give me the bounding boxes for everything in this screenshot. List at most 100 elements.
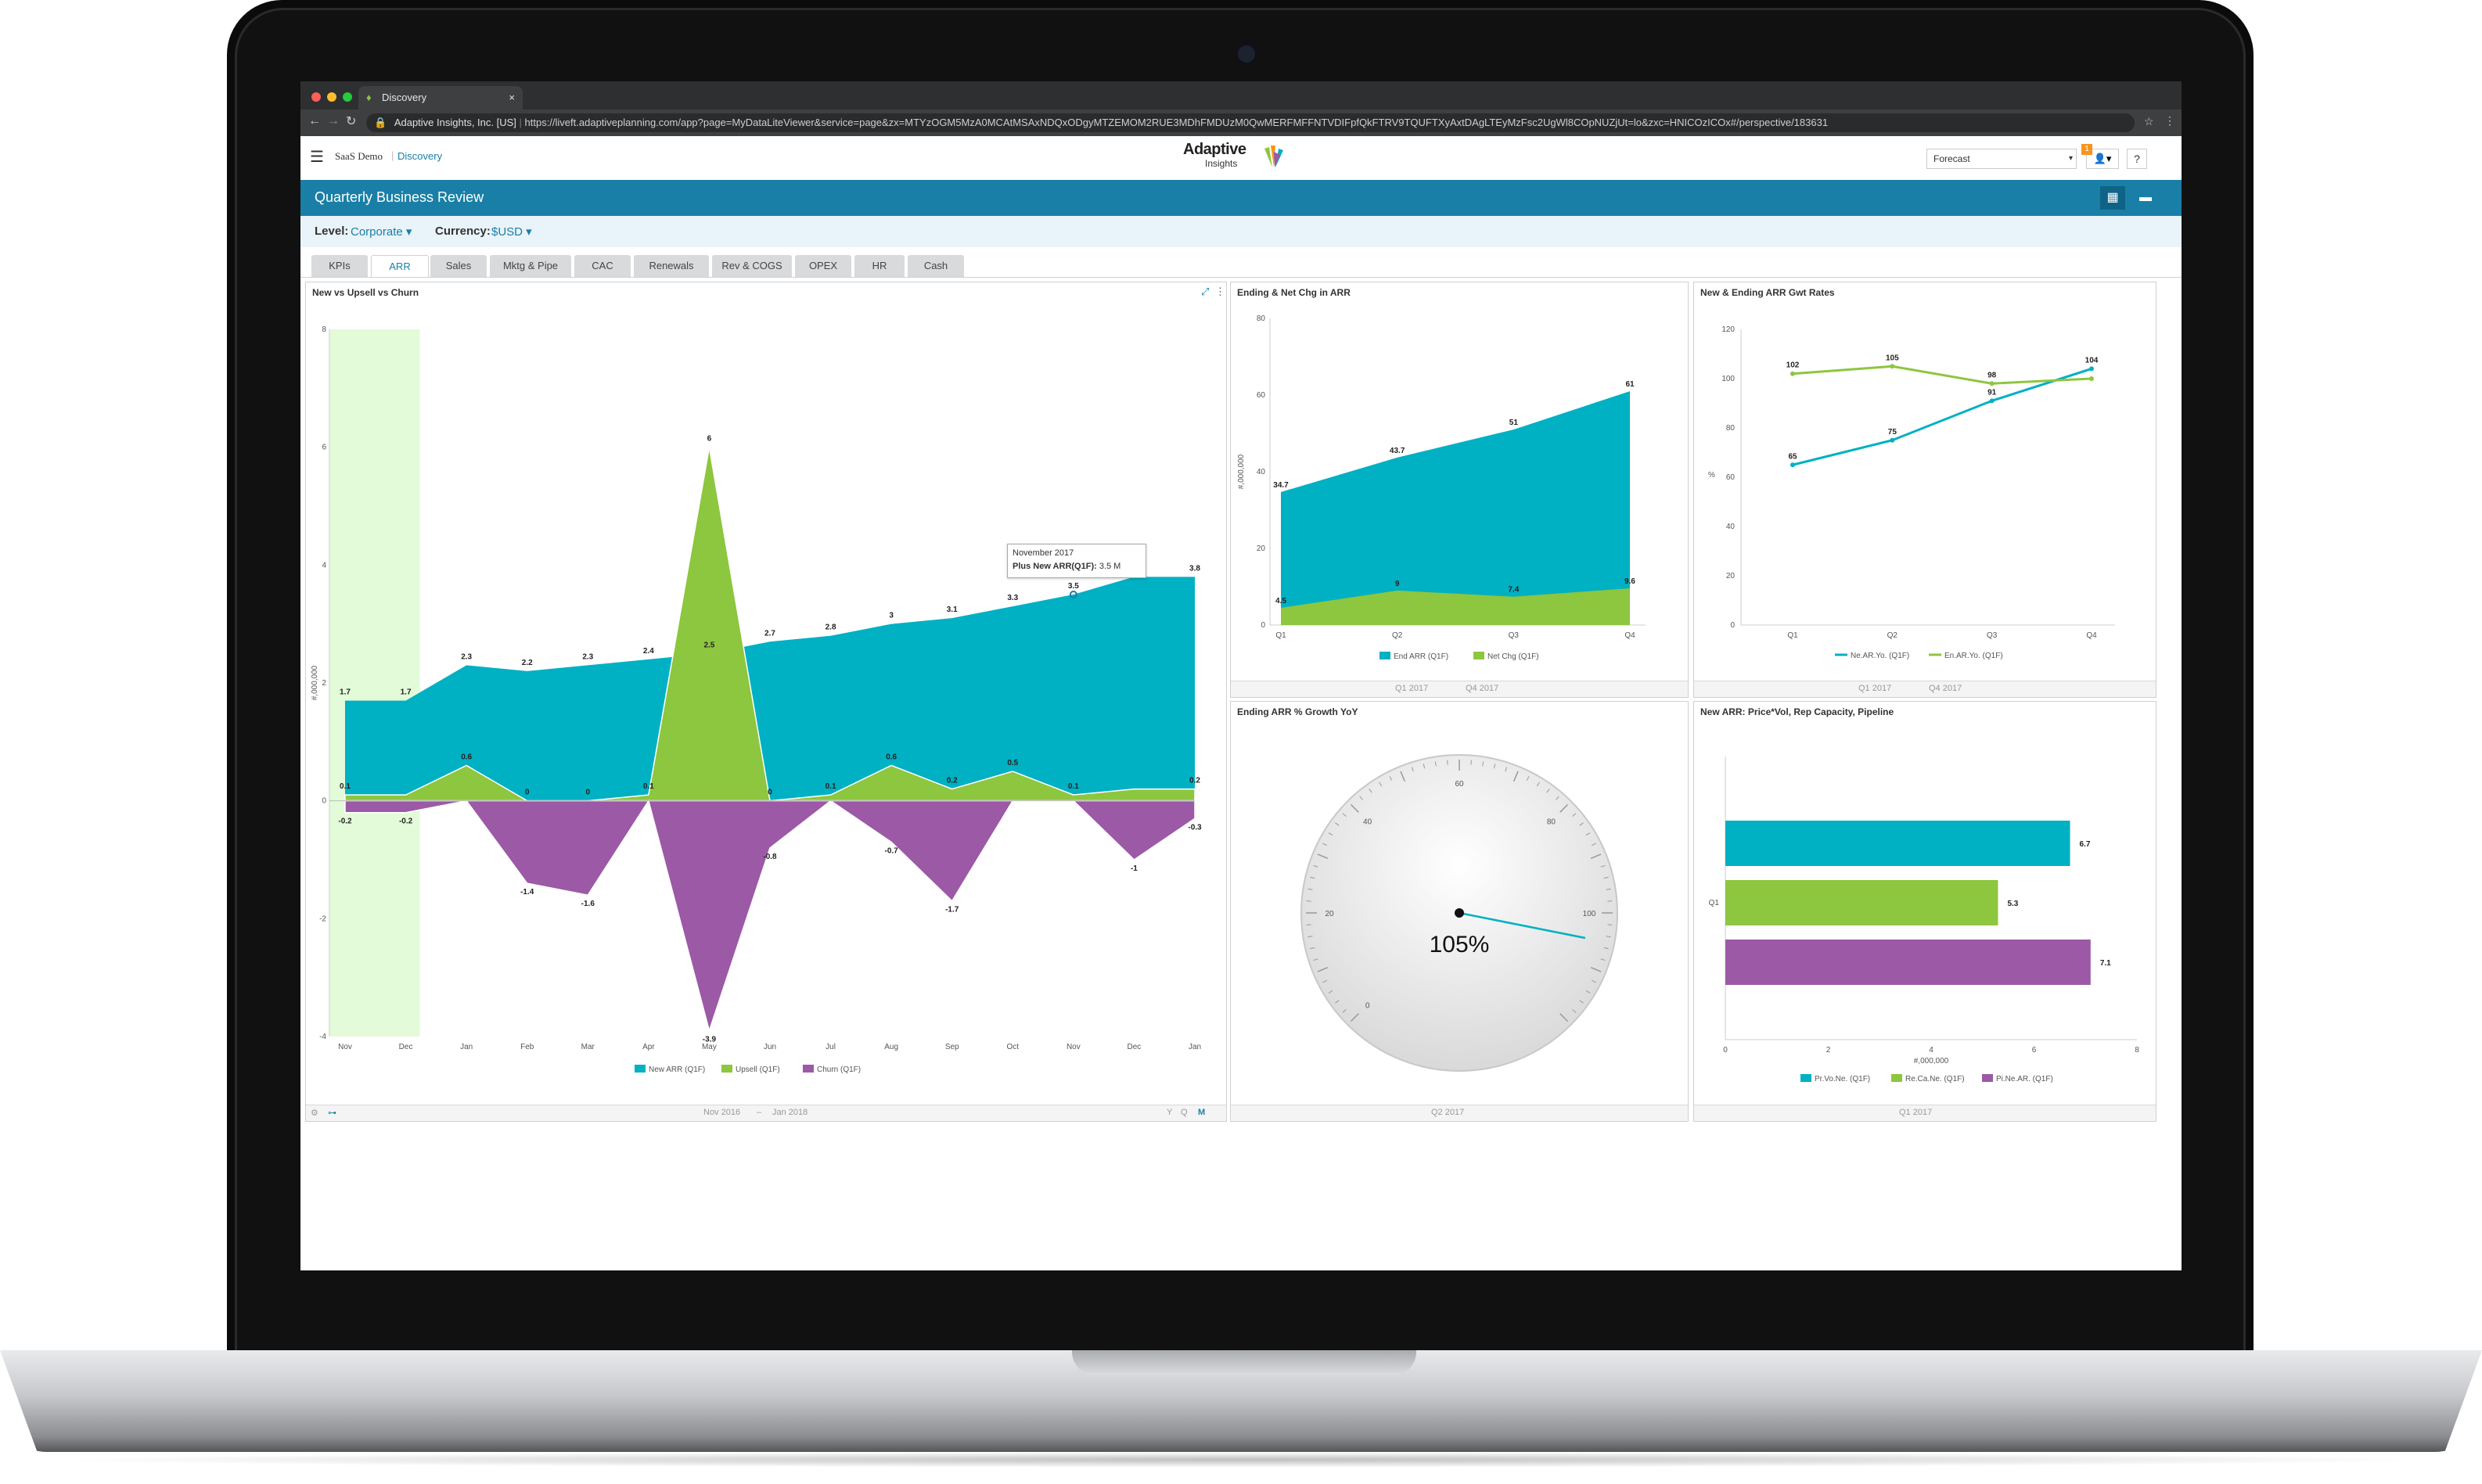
x-tick-label: Dec: [1128, 1043, 1142, 1051]
date-select[interactable]: Q2 2017: [1431, 1108, 1465, 1117]
gauge-tick-label: 60: [1455, 780, 1464, 789]
grid-view-button[interactable]: ▦: [2100, 186, 2125, 210]
data-label: 51: [1509, 419, 1519, 427]
gauge-tick: [1322, 843, 1327, 846]
tabs-underline: [300, 277, 2182, 278]
data-label: -0.2: [338, 817, 352, 826]
series-area: [1281, 391, 1630, 625]
data-label: 5.3: [2007, 900, 2018, 908]
date-to[interactable]: Q4 2017: [1929, 684, 1962, 693]
data-label: 105: [1886, 354, 1899, 362]
tab-sales[interactable]: Sales: [430, 255, 487, 277]
date-from[interactable]: Q1 2017: [1395, 684, 1429, 693]
expand-icon[interactable]: ⤢: [1201, 286, 1210, 297]
x-tick-label: Jul: [826, 1043, 836, 1051]
version-select[interactable]: Forecast ▾: [1926, 149, 2077, 169]
kebab-icon[interactable]: ⋮: [2164, 114, 2175, 127]
refresh-icon[interactable]: ↻: [346, 115, 357, 128]
gauge-tick: [1526, 776, 1530, 781]
browser-tab[interactable]: ♦ Discovery ×: [358, 86, 523, 110]
legend-label: Re.Ca.Ne. (Q1F): [1905, 1075, 1965, 1083]
url-field[interactable]: 🔒 Adaptive Insights, Inc. [US] | https:/…: [366, 113, 2135, 132]
level-dropdown[interactable]: Corporate ▾: [351, 225, 412, 239]
main-area-chart: 8 6 4 2 0 -2 -4 #,000,000 1.7 1.7 2.3 2.2 2.3 2.4 2.5 2…: [311, 325, 1202, 1074]
back-icon[interactable]: ←: [308, 114, 321, 128]
x-tick-label: 8: [2135, 1046, 2139, 1055]
tab-cac[interactable]: CAC: [574, 255, 631, 277]
user-menu-button[interactable]: 👤▾: [2086, 149, 2119, 169]
forward-icon[interactable]: →: [327, 114, 340, 128]
tab-close-icon[interactable]: ×: [509, 92, 515, 103]
legend-label: New ARR (Q1F): [649, 1065, 705, 1074]
settings-icon[interactable]: ⚙: [311, 1109, 318, 1118]
date-from[interactable]: Nov 2016: [703, 1108, 741, 1117]
gauge-tick: [1310, 876, 1315, 879]
panel-growth-gauge: Ending ARR % Growth YoY 0 20 40 60 80 100 105%…: [1230, 701, 1689, 1122]
gauge-tick: [1389, 776, 1393, 781]
chart-tooltip: November 2017 Plus New ARR(Q1F): 3.5 M: [1007, 544, 1146, 578]
close-window-button[interactable]: [311, 92, 321, 102]
date-from[interactable]: Q1 2017: [1858, 684, 1892, 693]
data-label: 91: [1987, 388, 1997, 397]
gauge-tick: [1359, 796, 1363, 800]
data-label: 2.3: [582, 652, 593, 661]
star-icon[interactable]: ☆: [2144, 115, 2154, 128]
data-label: 2.5: [703, 641, 714, 649]
data-label: 3.1: [947, 605, 958, 614]
date-select[interactable]: Q1 2017: [1899, 1108, 1933, 1117]
year-toggle[interactable]: Y: [1167, 1108, 1173, 1117]
tab-rev-cogs[interactable]: Rev & COGS: [712, 255, 792, 277]
month-toggle[interactable]: M: [1198, 1108, 1206, 1117]
legend-swatch: [635, 1065, 646, 1073]
breadcrumb-discovery[interactable]: Discovery: [397, 150, 443, 162]
instance-name[interactable]: SaaS Demo: [335, 150, 383, 162]
date-to[interactable]: Q4 2017: [1466, 684, 1499, 693]
legend-swatch: [1982, 1074, 1993, 1082]
panel-title: New & Ending ARR Gwt Rates: [1700, 287, 1835, 298]
maximize-window-button[interactable]: [343, 92, 352, 102]
link-icon[interactable]: ⊶: [328, 1109, 336, 1118]
y-tick-label: 60: [1257, 391, 1266, 400]
date-to[interactable]: Jan 2018: [772, 1108, 808, 1117]
panel-title: Ending & Net Chg in ARR: [1237, 287, 1351, 298]
data-label: 0.1: [340, 782, 351, 791]
panel-footer: Q1 2017: [1694, 1105, 2156, 1121]
x-tick-label: Q1: [1275, 631, 1286, 640]
tab-mktg-pipe[interactable]: Mktg & Pipe: [490, 255, 571, 277]
minimize-window-button[interactable]: [327, 92, 336, 102]
currency-dropdown[interactable]: $USD ▾: [491, 225, 532, 239]
tab-hr[interactable]: HR: [854, 255, 905, 277]
gauge-tick: [1423, 764, 1426, 769]
gauge-tick: [1603, 947, 1609, 950]
gauge-tick: [1434, 761, 1437, 767]
gauge-tick-label: 100: [1583, 910, 1596, 918]
panel-menu-icon[interactable]: ⋮: [1215, 286, 1225, 297]
x-tick-label: Oct: [1007, 1043, 1020, 1051]
notification-badge[interactable]: 1: [2081, 144, 2092, 155]
x-tick-label: Dec: [399, 1043, 413, 1051]
x-tick-label: Q2: [1887, 631, 1898, 640]
legend-swatch: [803, 1065, 814, 1073]
tab-renewals[interactable]: Renewals: [634, 255, 709, 277]
tab-opex[interactable]: OPEX: [795, 255, 851, 277]
gauge-tick: [1342, 813, 1347, 817]
tab-arr[interactable]: ARR: [371, 255, 429, 278]
tab-cash[interactable]: Cash: [908, 255, 964, 277]
hamburger-menu-icon[interactable]: ☰: [310, 149, 324, 166]
help-button[interactable]: ?: [2127, 149, 2147, 169]
data-label: 0.5: [1007, 759, 1018, 767]
folder-icon[interactable]: ▬: [2139, 191, 2152, 204]
data-label: 43.7: [1390, 447, 1405, 455]
data-label: 6.7: [2080, 840, 2091, 849]
y-tick-label: -2: [319, 914, 326, 923]
gauge-tick: [1592, 843, 1596, 846]
legend-swatch: [1473, 652, 1484, 659]
legend-label: Net Chg (Q1F): [1487, 652, 1539, 661]
x-tick-label: Nov: [1067, 1043, 1081, 1051]
data-label: -0.8: [763, 853, 777, 861]
quarter-toggle[interactable]: Q: [1181, 1108, 1188, 1117]
tab-kpis[interactable]: KPIs: [311, 255, 368, 277]
legend-label: Ne.AR.Yo. (Q1F): [1851, 652, 1909, 660]
report-title: Quarterly Business Review: [315, 189, 484, 205]
x-tick-label: 6: [2032, 1046, 2037, 1055]
